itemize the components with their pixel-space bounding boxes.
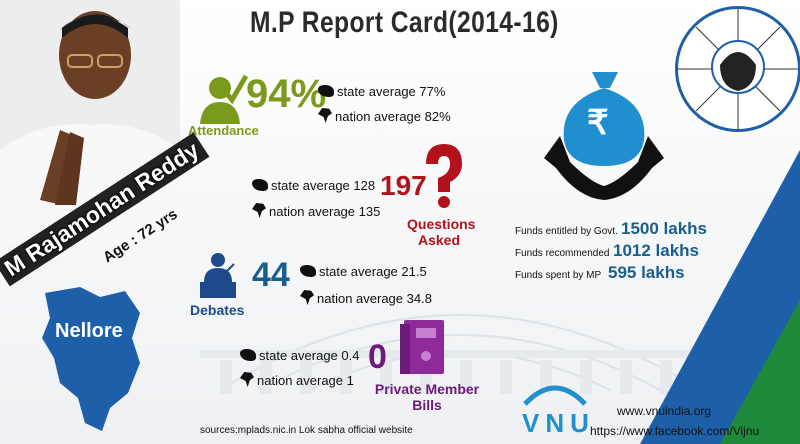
nellore-map-icon	[42, 287, 140, 431]
binder-icon	[400, 320, 444, 374]
question-head-icon	[426, 144, 462, 208]
mp-photo	[0, 0, 180, 245]
leader-emblem	[675, 6, 800, 132]
debates-label: Debates	[190, 302, 245, 318]
pmb-state-average: state average 0.4	[240, 348, 359, 363]
attendance-label: Attendance	[188, 123, 259, 138]
india-map-icon	[318, 108, 332, 123]
constituency-label: Nellore	[55, 320, 123, 342]
attendance-state-average: state average 77%	[318, 84, 445, 99]
sources-text: sources:mplads.nic.in Lok sabha official…	[200, 425, 413, 436]
questions-label: Questions Asked	[407, 216, 476, 248]
india-map-icon	[240, 372, 254, 387]
questions-value: 197	[380, 170, 427, 201]
funds-row-spent: Funds spent by MP 595 lakhs	[515, 263, 685, 282]
debates-value: 44	[252, 256, 290, 294]
state-map-icon	[300, 265, 316, 277]
funds-row-entitled: Funds entitled by Govt. 1500 lakhs	[515, 219, 708, 238]
funds-row-recommended: Funds recommended 1012 lakhs	[515, 241, 700, 260]
money-bag-hands-icon	[544, 72, 664, 200]
facebook-link[interactable]: https://www.facebook.com/Vijnu	[590, 424, 760, 438]
india-map-icon	[300, 290, 314, 305]
attendance-nation-average: nation average 82%	[318, 108, 451, 124]
debates-nation-average: nation average 34.8	[300, 290, 432, 306]
state-map-icon	[252, 179, 268, 191]
state-map-icon	[318, 85, 334, 97]
debates-state-average: state average 21.5	[300, 264, 427, 279]
rupee-icon: ₹	[587, 104, 609, 142]
party-color-stripes	[640, 90, 800, 444]
pmb-value: 0	[368, 338, 387, 376]
attendance-person-check-icon	[200, 74, 248, 124]
questions-nation-average: nation average 135	[252, 203, 380, 219]
pmb-nation-average: nation average 1	[240, 372, 354, 388]
state-map-icon	[240, 349, 256, 361]
pmb-label: Private Member Bills	[374, 381, 480, 413]
vnu-logo-arc	[523, 385, 587, 406]
debate-podium-icon	[200, 253, 236, 298]
vnu-logo: VNU	[522, 408, 595, 438]
india-map-icon	[252, 203, 266, 218]
questions-state-average: state average 128	[252, 178, 375, 193]
website-link[interactable]: www.vnuindia.org	[617, 404, 712, 418]
page-title: M.P Report Card(2014-16)	[250, 6, 559, 39]
attendance-value: 94%	[246, 72, 327, 116]
funds-list: Funds entitled by Govt. 1500 lakhs Funds…	[515, 219, 715, 285]
